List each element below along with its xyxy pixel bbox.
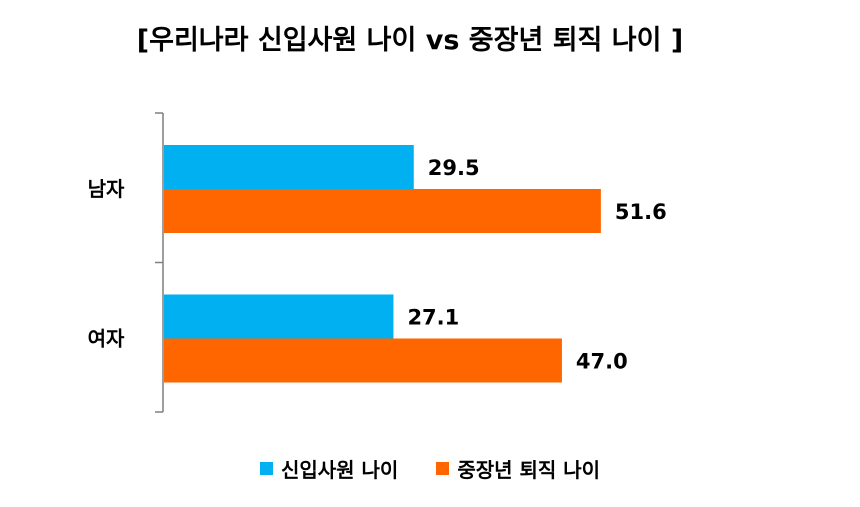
data-label: 27.1 bbox=[407, 306, 459, 330]
bar-retirement bbox=[164, 338, 562, 383]
legend-swatch-series-1 bbox=[259, 462, 273, 475]
legend-item-series-1: 신입사원 나이 bbox=[259, 454, 399, 483]
legend-item-series-2: 중장년 퇴직 나이 bbox=[436, 454, 600, 483]
data-label: 51.6 bbox=[615, 200, 667, 224]
chart-title: [우리나라 신입사원 나이 vs 중장년 퇴직 나이 ] bbox=[136, 25, 684, 56]
legend-swatch-series-2 bbox=[436, 462, 450, 475]
legend-label-series-1: 신입사원 나이 bbox=[280, 458, 399, 482]
legend-label-series-2: 중장년 퇴직 나이 bbox=[457, 458, 601, 482]
category-label: 여자 bbox=[88, 326, 125, 350]
data-label: 29.5 bbox=[428, 156, 480, 180]
bar-new-hire bbox=[164, 145, 414, 189]
bar-new-hire bbox=[164, 294, 394, 339]
bar-retirement bbox=[164, 189, 601, 233]
chart-legend: 신입사원 나이 중장년 퇴직 나이 bbox=[0, 454, 860, 483]
category-label: 남자 bbox=[88, 177, 125, 201]
data-label: 47.0 bbox=[576, 350, 628, 374]
